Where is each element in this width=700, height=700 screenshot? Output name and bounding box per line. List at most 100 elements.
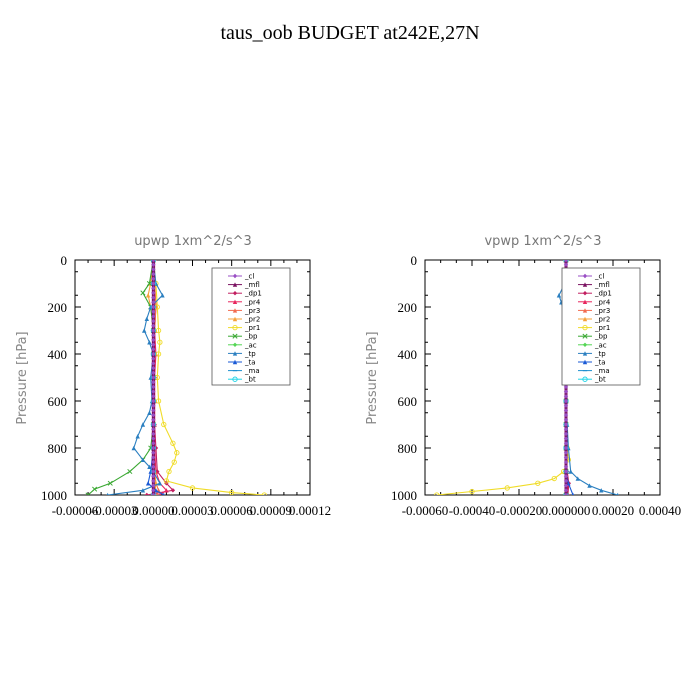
data-point (147, 340, 152, 345)
data-point (151, 370, 156, 375)
legend-marker (582, 324, 588, 331)
legend-marker (232, 299, 238, 304)
data-point (151, 474, 156, 479)
legend-marker (232, 351, 238, 356)
data-point (151, 286, 156, 291)
y-axis-label: Pressure [hPa] (365, 331, 380, 424)
legend-marker (582, 282, 588, 287)
data-point (151, 427, 156, 432)
data-point (151, 417, 156, 422)
data-point (147, 410, 152, 415)
data-point (140, 488, 146, 493)
data-point (563, 260, 569, 263)
data-point (155, 398, 162, 404)
legend-marker (582, 308, 588, 313)
legend-label: _ac (244, 341, 257, 349)
chart-panel-vpwp: vpwp 1xm^2/s^3 Pressure [hPa] 0 200 400 600… (365, 234, 681, 518)
y-tick-label: 400 (48, 347, 68, 362)
legend-marker (232, 359, 238, 365)
data-point (144, 316, 150, 321)
data-point (563, 450, 569, 455)
legend-item: _mfl (228, 281, 260, 289)
data-point (571, 492, 575, 495)
data-point (151, 271, 156, 277)
legend-item: _pr4 (578, 298, 611, 306)
legend-item: _pr2 (228, 316, 260, 324)
data-point (145, 481, 151, 486)
data-point (563, 478, 569, 484)
x-tick-label: 0.00009 (250, 503, 292, 518)
legend-item: _bt (228, 376, 256, 384)
data-point (157, 481, 163, 486)
data-point (151, 267, 156, 272)
legend-item: _pr1 (228, 324, 260, 332)
data-point (151, 464, 156, 469)
data-point (151, 300, 156, 305)
legend-marker (232, 333, 238, 339)
data-point (140, 290, 146, 296)
data-point (151, 380, 156, 385)
y-axis-label: Pressure [hPa] (15, 331, 30, 424)
x-tick-label: 0.00003 (171, 503, 213, 518)
data-point (151, 342, 156, 347)
data-point (229, 490, 235, 495)
data-point (563, 483, 569, 488)
data-point (551, 475, 557, 482)
data-point (151, 318, 156, 324)
data-point (151, 328, 156, 333)
legend-label: _bp (594, 333, 608, 341)
data-point (145, 293, 151, 298)
legend-label: _mfl (594, 281, 610, 289)
data-point (556, 293, 562, 298)
legend-item: _ma (578, 367, 610, 375)
y-tick-label: 600 (398, 394, 418, 409)
legend-box (211, 267, 291, 386)
panel-title: vpwp 1xm^2/s^3 (484, 234, 601, 249)
legend-label: _ta (244, 359, 256, 367)
chart-panel-upwp: upwp 1xm^2/s^3 Pressure [hPa] 0 200 400 600… (15, 234, 331, 518)
data-point (144, 492, 150, 495)
legend-item: _pr2 (578, 316, 610, 324)
legend-marker (232, 273, 238, 279)
legend-item: _ac (578, 341, 607, 349)
data-point (151, 483, 156, 488)
legend-item: _tp (228, 350, 256, 358)
data-point (151, 295, 156, 300)
data-point (563, 431, 569, 437)
data-point (563, 394, 569, 399)
data-point (563, 412, 569, 418)
data-point (151, 351, 156, 357)
data-point (151, 459, 156, 465)
data-point (151, 408, 156, 413)
x-tick-label: -0.00006 (52, 503, 99, 518)
data-point (535, 480, 541, 486)
data-point (92, 486, 98, 492)
legend-label: _ma (244, 367, 260, 375)
data-point (155, 327, 162, 334)
legend-label: _tp (244, 350, 256, 358)
data-point (151, 276, 156, 281)
data-point (155, 469, 160, 474)
y-tick-label: 0 (61, 253, 68, 268)
legend-label: _dp1 (594, 290, 612, 298)
legend-item: _dp1 (228, 290, 262, 298)
y-tick-label: 800 (398, 441, 418, 456)
x-tick-label: -0.00003 (91, 503, 138, 518)
legend-item: _mfl (578, 281, 610, 289)
data-point (151, 389, 156, 394)
data-point (162, 492, 165, 495)
x-tick-label: -0.00060 (402, 503, 449, 518)
x-tick-label: -0.00040 (449, 503, 496, 518)
data-point (151, 441, 156, 446)
legend-item: _bp (578, 333, 608, 341)
data-point (158, 492, 161, 495)
data-point (151, 304, 156, 310)
data-point (151, 431, 156, 437)
data-point (151, 469, 156, 474)
data-point (563, 469, 569, 474)
data-point (599, 488, 604, 493)
data-point (587, 483, 592, 488)
x-tick-label: 0.00000 (132, 503, 174, 518)
y-tick-label: 1000 (41, 488, 67, 503)
data-point (568, 469, 573, 474)
